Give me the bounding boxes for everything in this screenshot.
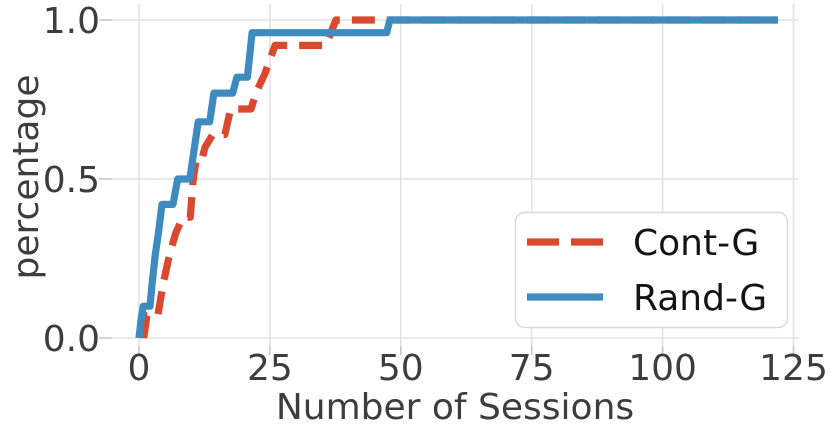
y-tick-label: 1.0 [43,1,100,42]
tick-layer: 0 25 50 75 100 125 0.0 0.5 1.0 [43,1,828,389]
x-tick-label: 25 [247,348,293,389]
legend-layer: Cont-G Rand-G [514,211,789,329]
legend-label-rand-g: Rand-G [633,278,767,319]
series-layer [135,16,778,339]
x-tick-label: 125 [759,348,828,389]
x-axis-label: Number of Sessions [276,387,634,428]
y-tick-label: 0.0 [43,319,100,360]
x-tick-label: 75 [509,348,555,389]
y-axis-label: percentage [6,75,47,280]
x-tick-label: 0 [128,348,151,389]
label-layer: Number of Sessions percentage [6,75,634,428]
series-line-rand-g [135,16,778,339]
x-tick-label: 50 [378,348,424,389]
x-tick-label: 100 [628,348,697,389]
legend-label-cont-g: Cont-G [633,223,759,264]
series-line-cont-g [140,16,778,339]
y-tick-label: 0.5 [43,160,100,201]
